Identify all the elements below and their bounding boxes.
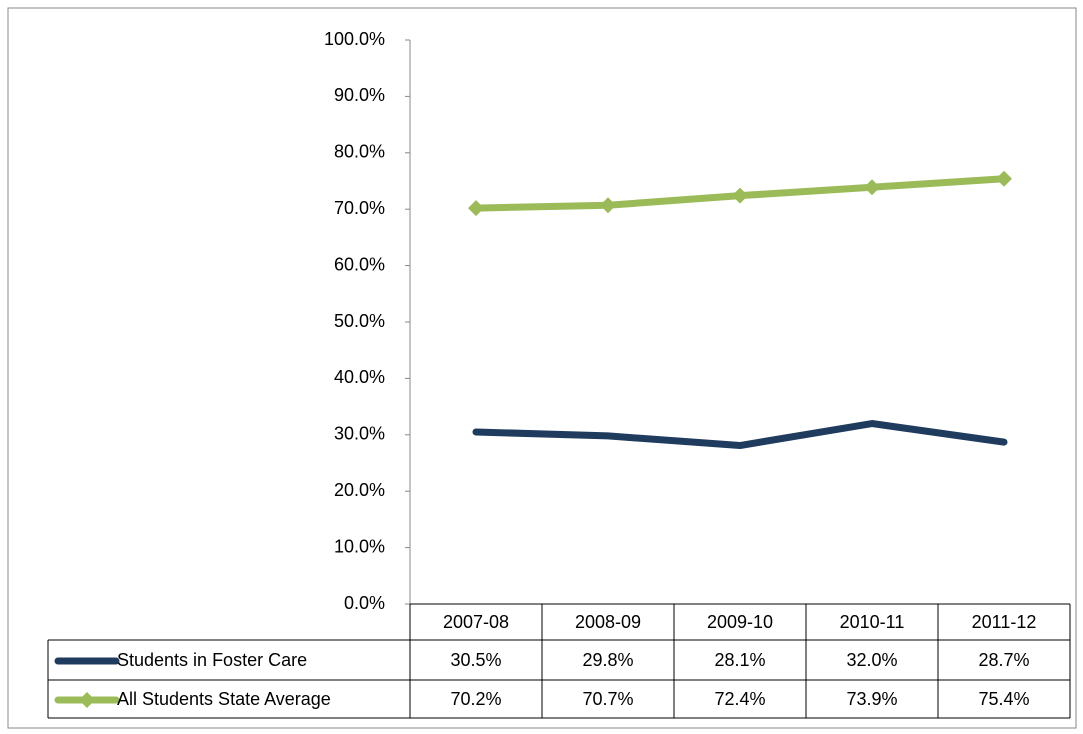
y-tick-label: 30.0% bbox=[334, 424, 385, 444]
legend-label: All Students State Average bbox=[117, 689, 331, 709]
y-tick-label: 60.0% bbox=[334, 254, 385, 274]
marker bbox=[996, 170, 1012, 187]
y-tick-label: 10.0% bbox=[334, 536, 385, 556]
y-tick-label: 80.0% bbox=[334, 142, 385, 162]
data-label: 70.7% bbox=[582, 689, 633, 709]
y-tick-label: 20.0% bbox=[334, 480, 385, 500]
data-label: 72.4% bbox=[714, 689, 765, 709]
marker bbox=[864, 179, 880, 196]
x-tick-label: 2011-12 bbox=[972, 612, 1037, 632]
x-tick-label: 2007-08 bbox=[443, 612, 509, 632]
marker bbox=[468, 200, 484, 217]
y-tick-label: 50.0% bbox=[334, 311, 385, 331]
y-tick-label: 0.0% bbox=[344, 593, 385, 613]
data-label: 70.2% bbox=[450, 689, 501, 709]
data-label: 30.5% bbox=[450, 650, 501, 670]
legend-label: Students in Foster Care bbox=[117, 650, 307, 670]
y-tick-label: 90.0% bbox=[334, 85, 385, 105]
data-label: 28.7% bbox=[978, 650, 1029, 670]
marker bbox=[732, 187, 748, 204]
x-tick-label: 2008-09 bbox=[575, 612, 641, 632]
y-tick-label: 40.0% bbox=[334, 367, 385, 387]
series-line bbox=[472, 420, 1008, 450]
y-tick-label: 100.0% bbox=[324, 29, 385, 49]
legend-marker bbox=[79, 692, 95, 708]
marker bbox=[600, 197, 616, 214]
y-tick-label: 70.0% bbox=[334, 198, 385, 218]
x-tick-label: 2010-11 bbox=[840, 612, 905, 632]
data-label: 29.8% bbox=[582, 650, 633, 670]
data-label: 32.0% bbox=[846, 650, 897, 670]
data-label: 28.1% bbox=[714, 650, 765, 670]
data-label: 75.4% bbox=[978, 689, 1029, 709]
x-tick-label: 2009-10 bbox=[707, 612, 773, 632]
data-label: 73.9% bbox=[846, 689, 897, 709]
